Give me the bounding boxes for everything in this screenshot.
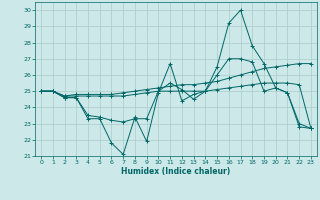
X-axis label: Humidex (Indice chaleur): Humidex (Indice chaleur): [121, 167, 231, 176]
